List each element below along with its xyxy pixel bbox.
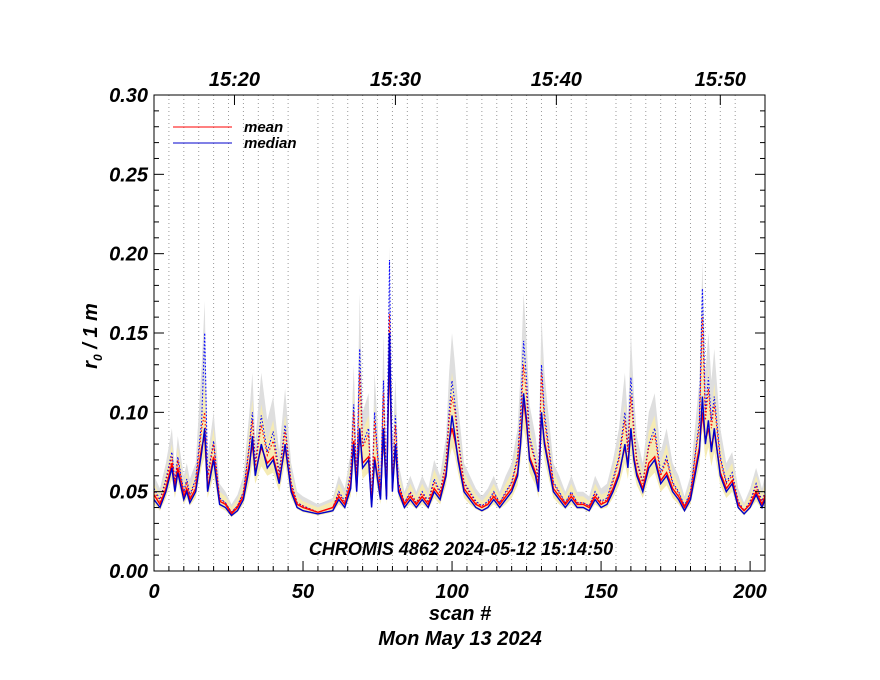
y-tick-label: 0.15 — [109, 323, 149, 345]
x-axis-ticks: 0 50 100 150 200 — [148, 561, 767, 603]
legend-median-label: median — [244, 135, 297, 152]
top-tick-label: 15:40 — [531, 69, 582, 91]
top-tick-label: 15:30 — [370, 69, 421, 91]
plot-frame — [153, 94, 766, 572]
x-tick-label: 200 — [732, 581, 766, 603]
y-tick-label: 0.30 — [109, 85, 148, 107]
x-axis-date-label: Mon May 13 2024 — [378, 628, 541, 650]
x-tick-label: 0 — [148, 581, 159, 603]
top-tick-label: 15:20 — [209, 69, 260, 91]
y-tick-label: 0.00 — [109, 561, 148, 583]
top-tick-label: 15:50 — [695, 69, 746, 91]
vertical-gridlines — [168, 95, 736, 571]
legend-mean-label: mean — [244, 119, 283, 136]
chart-annotation: CHROMIS 4862 2024-05-12 15:14:50 — [309, 539, 613, 559]
y-tick-label: 0.10 — [109, 402, 148, 424]
y-axis-label: r0 / 1 m — [80, 303, 105, 369]
x-axis-label: scan # — [429, 603, 492, 625]
y-tick-label: 0.05 — [109, 482, 149, 504]
y-axis-label-r: r — [80, 360, 102, 369]
y-axis-ticks: 0.00 0.05 0.10 0.15 0.20 0.25 0.30 — [109, 85, 765, 583]
series-line-median — [153, 332, 766, 517]
x-tick-label: 100 — [435, 581, 468, 603]
y-tick-label: 0.20 — [109, 244, 148, 266]
band-1 — [154, 301, 765, 518]
y-tick-label: 0.25 — [109, 164, 149, 186]
legend: mean median — [173, 119, 297, 152]
spread-bands — [154, 245, 765, 518]
x-tick-label: 50 — [292, 581, 314, 603]
x-tick-label: 150 — [584, 581, 617, 603]
top-time-axis: 15:20 15:30 15:40 15:50 — [209, 69, 746, 105]
y-axis-label-unit: / 1 m — [80, 303, 102, 354]
series-lines — [153, 259, 766, 517]
series-line-dotted-2 — [153, 259, 766, 514]
y-axis-label-subscript: 0 — [91, 354, 105, 361]
